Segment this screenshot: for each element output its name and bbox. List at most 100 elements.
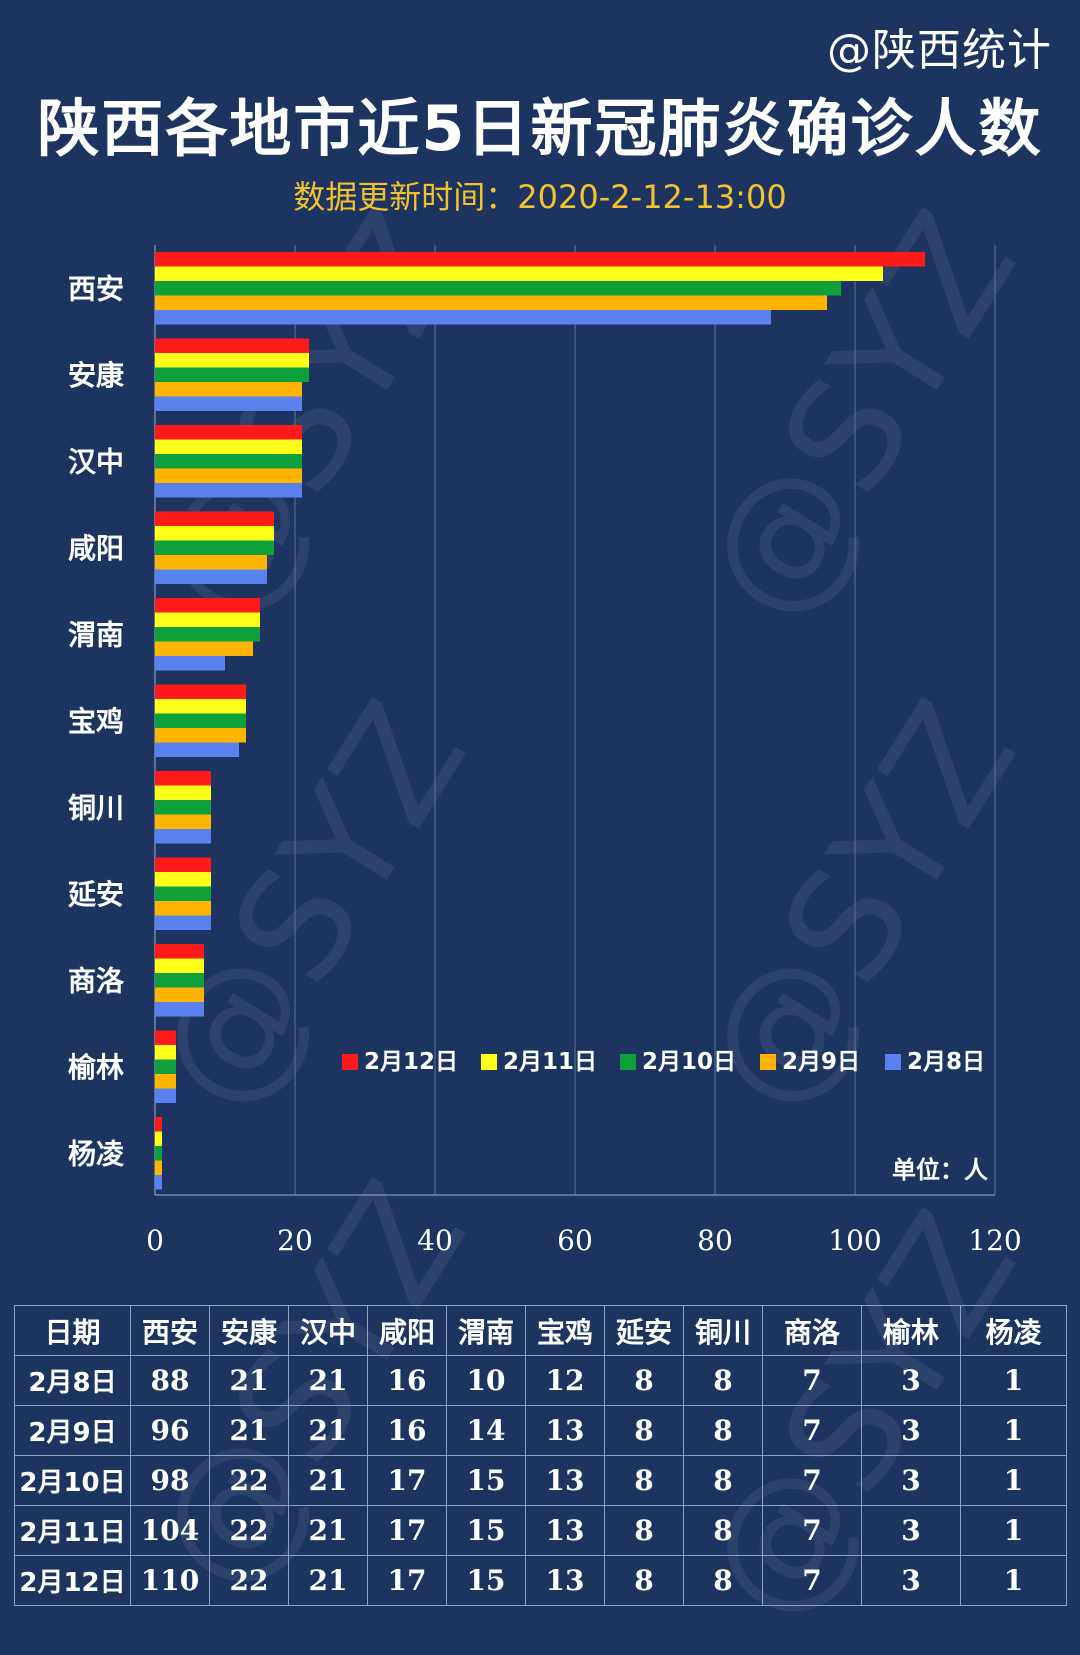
table-row: 2月8日 88 21 21 16 10 12 8 8 7 3 1	[14, 1355, 1067, 1406]
table-header-cell: 宝鸡	[525, 1305, 605, 1356]
table-cell: 110	[130, 1555, 210, 1606]
table-cell: 14	[446, 1405, 526, 1456]
legend-label: 2月10日	[642, 1049, 736, 1075]
bar	[155, 728, 246, 743]
category-label: 商洛	[68, 964, 125, 997]
category-label: 安康	[68, 359, 125, 392]
legend-swatch	[760, 1054, 776, 1070]
bar	[155, 713, 246, 728]
bar	[155, 886, 211, 901]
table-cell: 15	[446, 1555, 526, 1606]
table-header-cell: 杨凌	[960, 1305, 1067, 1356]
date-cell: 2月12日	[14, 1555, 131, 1606]
table-cell: 8	[604, 1505, 684, 1556]
table-cell: 1	[960, 1455, 1067, 1506]
bar	[155, 353, 309, 368]
table-cell: 8	[604, 1555, 684, 1606]
table-body: 2月8日 88 21 21 16 10 12 8 8 7 3 1 2月9日 96 21 21 16 14 13 8 8 7…	[14, 1355, 1067, 1606]
legend-label: 2月12日	[364, 1049, 458, 1075]
table-cell: 1	[960, 1355, 1067, 1406]
table-cell: 88	[130, 1355, 210, 1406]
table-cell: 1	[960, 1505, 1067, 1556]
bar	[155, 1175, 162, 1190]
bar	[155, 310, 771, 325]
table-cell: 13	[525, 1555, 605, 1606]
bar	[155, 656, 225, 671]
table-cell: 8	[683, 1355, 763, 1406]
bar	[155, 1117, 162, 1132]
category-label: 杨凌	[68, 1137, 125, 1170]
bar	[155, 771, 211, 786]
table-cell: 21	[209, 1405, 289, 1456]
table-cell: 3	[861, 1505, 961, 1556]
bar	[155, 684, 246, 699]
x-tick-label: 40	[417, 1224, 453, 1257]
legend-swatch	[342, 1054, 358, 1070]
page-title: 陕西各地市近5日新冠肺炎确诊人数	[37, 92, 1043, 165]
bar	[155, 1160, 162, 1175]
legend-swatch	[885, 1054, 901, 1070]
bar	[155, 367, 309, 382]
bar	[155, 569, 267, 584]
legend-label: 2月8日	[907, 1049, 985, 1075]
table-header-row: 日期 西安 安康 汉中 咸阳 渭南 宝鸡 延安 铜川 商洛 榆林 杨凌	[14, 1305, 1067, 1356]
bar	[155, 454, 302, 469]
bar	[155, 266, 883, 281]
table-cell: 16	[367, 1355, 447, 1406]
data-table: 日期 西安 安康 汉中 咸阳 渭南 宝鸡 延安 铜川 商洛 榆林 杨凌 2月8日 88 21 21 16 10 1…	[14, 1305, 1067, 1606]
table-cell: 12	[525, 1355, 605, 1406]
table-cell: 8	[604, 1405, 684, 1456]
bar	[155, 901, 211, 916]
category-label: 宝鸡	[68, 705, 124, 738]
table-cell: 7	[762, 1505, 862, 1556]
table-row: 2月9日 96 21 21 16 14 13 8 8 7 3 1	[14, 1405, 1067, 1456]
table-cell: 17	[367, 1555, 447, 1606]
date-cell: 2月8日	[14, 1355, 131, 1406]
bar	[155, 1074, 176, 1089]
table-cell: 22	[209, 1555, 289, 1606]
legend-label: 2月9日	[782, 1049, 860, 1075]
table-cell: 13	[525, 1455, 605, 1506]
table-cell: 7	[762, 1355, 862, 1406]
table-cell: 96	[130, 1405, 210, 1456]
table-cell: 22	[209, 1455, 289, 1506]
bar	[155, 800, 211, 815]
bar	[155, 540, 274, 555]
bar	[155, 511, 274, 526]
update-time: 数据更新时间：2020-2-12-13:00	[293, 178, 787, 216]
table-header-cell: 安康	[209, 1305, 289, 1356]
table-cell: 3	[861, 1355, 961, 1406]
table-cell: 13	[525, 1505, 605, 1556]
bar	[155, 598, 260, 613]
category-label: 西安	[68, 272, 124, 305]
bar	[155, 1088, 176, 1103]
table-cell: 7	[762, 1455, 862, 1506]
table-cell: 10	[446, 1355, 526, 1406]
table-cell: 8	[683, 1405, 763, 1456]
bar	[155, 872, 211, 887]
x-tick-label: 100	[828, 1224, 881, 1257]
x-tick-label: 80	[697, 1224, 733, 1257]
bar	[155, 973, 204, 988]
category-label: 榆林	[68, 1051, 124, 1084]
bar	[155, 987, 204, 1002]
table-cell: 21	[288, 1355, 368, 1406]
table-cell: 8	[683, 1555, 763, 1606]
table-header-cell: 汉中	[288, 1305, 368, 1356]
legend-swatch	[620, 1054, 636, 1070]
table-cell: 3	[861, 1555, 961, 1606]
bar	[155, 1146, 162, 1161]
legend-label: 2月11日	[503, 1049, 597, 1075]
table-cell: 21	[209, 1355, 289, 1406]
table-cell: 8	[683, 1455, 763, 1506]
category-label: 延安	[67, 878, 124, 911]
table-cell: 17	[367, 1505, 447, 1556]
bar	[155, 483, 302, 498]
table-cell: 8	[604, 1455, 684, 1506]
table-cell: 8	[604, 1355, 684, 1406]
table-cell: 21	[288, 1505, 368, 1556]
bar	[155, 338, 309, 353]
bar	[155, 627, 260, 642]
table-cell: 7	[762, 1405, 862, 1456]
table-cell: 21	[288, 1555, 368, 1606]
